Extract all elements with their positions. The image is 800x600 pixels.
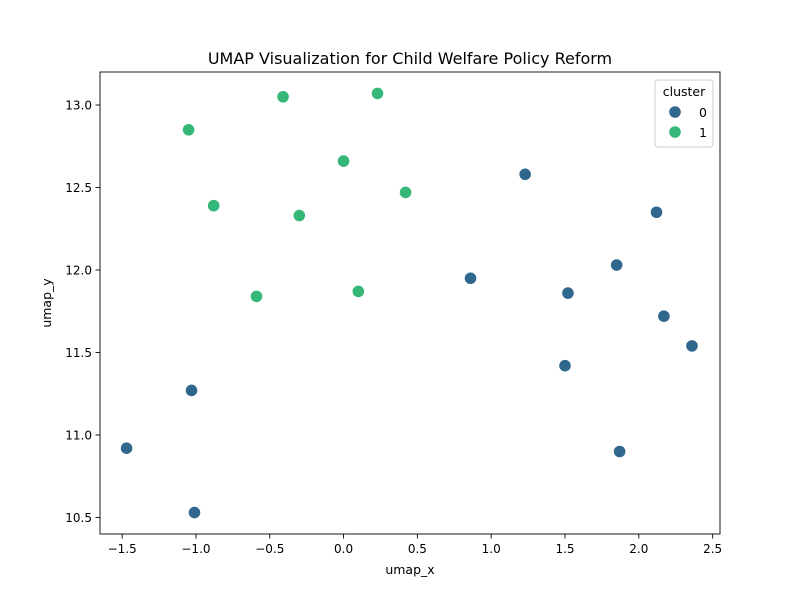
legend-label-cluster-1: 1 bbox=[699, 125, 707, 140]
x-axis-ticks: −1.5 −1.0 −0.5 0.0 0.5 1.0 1.5 2.0 2.5 bbox=[108, 534, 722, 556]
data-point-cluster-0-5 bbox=[657, 309, 671, 323]
legend-title: cluster bbox=[663, 84, 706, 99]
data-point-cluster-1-2 bbox=[181, 123, 196, 137]
x-tick-label: −1.0 bbox=[181, 542, 210, 556]
legend-marker-cluster-1 bbox=[668, 125, 682, 139]
plot-frame bbox=[99, 71, 721, 535]
x-tick-label: −0.5 bbox=[255, 542, 284, 556]
data-point-cluster-0-10 bbox=[613, 444, 627, 459]
data-point-cluster-0-4 bbox=[561, 286, 575, 300]
x-tick-label: 0.0 bbox=[334, 542, 353, 556]
y-tick-label: 10.5 bbox=[65, 511, 92, 525]
x-tick-label: 1.5 bbox=[555, 542, 574, 556]
x-axis-label: umap_x bbox=[385, 562, 434, 577]
y-axis-ticks: 10.5 11.0 11.5 12.0 12.5 13.0 bbox=[65, 99, 100, 525]
data-point-cluster-0-3 bbox=[463, 271, 478, 285]
y-tick-label: 11.5 bbox=[65, 346, 92, 360]
legend-marker-cluster-0 bbox=[668, 105, 682, 119]
data-point-cluster-1-3 bbox=[336, 154, 351, 168]
data-point-cluster-0-1 bbox=[649, 205, 664, 219]
y-tick-label: 13.0 bbox=[65, 99, 92, 113]
y-tick-label: 11.0 bbox=[65, 429, 92, 443]
data-point-cluster-1-5 bbox=[207, 199, 221, 213]
data-point-cluster-1-1 bbox=[276, 90, 290, 104]
data-point-cluster-0-2 bbox=[610, 258, 624, 272]
x-tick-label: 2.0 bbox=[629, 542, 648, 556]
y-axis-label: umap_y bbox=[39, 278, 54, 328]
data-point-cluster-1-0 bbox=[370, 86, 385, 101]
y-tick-label: 12.0 bbox=[65, 264, 92, 278]
data-point-cluster-0-0 bbox=[518, 167, 532, 181]
data-point-cluster-1-4 bbox=[398, 185, 413, 200]
chart-title: UMAP Visualization for Child Welfare Pol… bbox=[208, 49, 612, 68]
x-tick-label: 0.5 bbox=[408, 542, 427, 556]
points-layer bbox=[119, 86, 699, 520]
x-tick-label: 1.0 bbox=[482, 542, 501, 556]
x-tick-label: −1.5 bbox=[108, 542, 137, 556]
data-point-cluster-0-6 bbox=[685, 339, 699, 353]
data-point-cluster-0-9 bbox=[119, 441, 134, 455]
x-tick-label: 2.5 bbox=[703, 542, 722, 556]
data-point-cluster-0-8 bbox=[184, 383, 199, 398]
data-point-cluster-1-8 bbox=[351, 284, 365, 299]
data-point-cluster-1-6 bbox=[292, 208, 306, 223]
legend: cluster 0 1 bbox=[654, 79, 714, 148]
data-point-cluster-1-7 bbox=[249, 289, 264, 303]
data-point-cluster-0-11 bbox=[187, 505, 202, 520]
legend-label-cluster-0: 0 bbox=[699, 105, 707, 120]
y-tick-label: 12.5 bbox=[65, 181, 92, 195]
data-point-cluster-0-7 bbox=[558, 359, 572, 373]
